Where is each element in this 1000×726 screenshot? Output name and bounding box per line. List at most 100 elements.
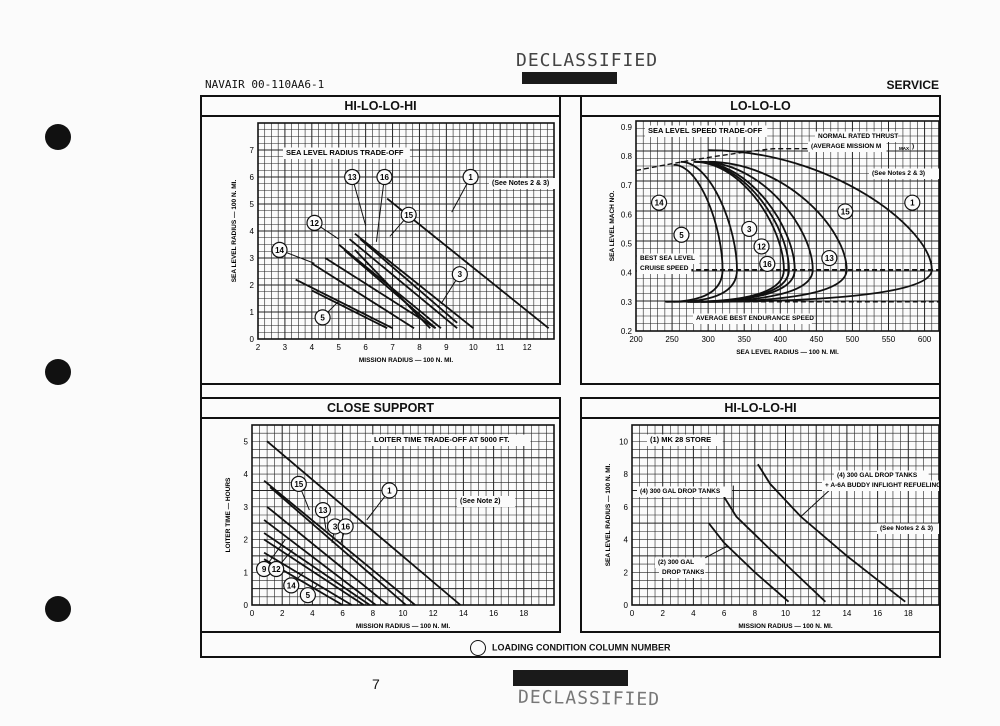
callout-label: 13 <box>319 506 328 515</box>
annotation-best-sea-level: BEST SEA LEVEL <box>640 255 695 262</box>
punch-hole-bottom <box>45 596 71 622</box>
chart-note: (See Note 2) <box>460 498 500 505</box>
annotation-average-mission-bg <box>808 141 887 152</box>
stray-mark: 7 <box>372 676 380 692</box>
x-tick-label: 8 <box>417 343 422 352</box>
x-tick-label: 600 <box>918 335 932 344</box>
y-tick-label: 4 <box>244 470 249 479</box>
chart-note: (See Notes 2 & 3) <box>492 180 549 187</box>
chart-inner-title-bg <box>283 147 410 159</box>
y-tick-label: 0 <box>244 601 249 610</box>
callout-circle <box>821 249 838 267</box>
x-axis-label: SEA LEVEL RADIUS — 100 N. MI. <box>736 349 839 356</box>
y-tick-label: 6 <box>624 503 629 512</box>
x-tick-label: 16 <box>489 609 498 618</box>
x-tick-label: 8 <box>753 609 758 618</box>
x-tick-label: 200 <box>629 335 643 344</box>
chart-note-bg <box>869 168 939 179</box>
x-tick-label: 12 <box>812 609 821 618</box>
annotation-endurance-bg <box>693 313 812 324</box>
callout-label: 5 <box>320 313 325 322</box>
x-tick-label: 250 <box>665 335 679 344</box>
chart-drop-tanks: 0 2 4 6 8 10 12 14 16 18 0 2 4 6 8 10 MISSION RADIUS — 1… <box>605 424 939 630</box>
y-tick-label: 10 <box>619 437 628 446</box>
series-line <box>686 160 785 303</box>
punch-hole-middle <box>45 359 71 385</box>
x-tick-label: 3 <box>283 343 288 352</box>
annotation-best-sea-level-bg <box>637 253 700 264</box>
callout-circle <box>673 226 690 243</box>
y-axis-label: SEA LEVEL RADIUS — 100 N. MI. <box>605 464 612 567</box>
x-tick-label: 10 <box>399 609 408 618</box>
callout-label: 16 <box>341 522 350 531</box>
redaction-bar-bottom <box>513 670 628 686</box>
y-tick-label: 0.9 <box>621 123 633 132</box>
y-axis-label: LOITER TIME — HOURS <box>225 477 232 552</box>
x-tick-label: 450 <box>810 335 824 344</box>
series-line <box>354 232 474 329</box>
x-axis-label: MISSION RADIUS — 100 N. MI. <box>738 623 832 630</box>
chart-inner-title: SEA LEVEL RADIUS TRADE-OFF <box>286 148 404 157</box>
document-number: NAVAIR 00-110AA6-1 <box>205 78 325 91</box>
x-tick-label: 0 <box>630 609 635 618</box>
annotation-two-tanks-bg <box>655 557 706 568</box>
redaction-bar-top <box>522 72 617 84</box>
chart-note: (See Notes 2 & 3) <box>872 170 925 177</box>
declassified-stamp-top: DECLASSIFIED <box>516 50 659 71</box>
x-tick-label: 4 <box>691 609 696 618</box>
chart-note-bg <box>489 178 559 189</box>
y-tick-label: 1 <box>244 568 249 577</box>
punch-hole-top <box>45 124 71 150</box>
callout-circle <box>299 587 316 604</box>
callout-label: 12 <box>757 242 766 251</box>
series-line <box>708 522 790 603</box>
y-tick-label: 2 <box>244 536 249 545</box>
series-line <box>311 289 388 330</box>
annotation-four-tanks-bg <box>637 486 732 497</box>
y-axis-label: SEA LEVEL RADIUS — 100 N. MI. <box>231 180 238 283</box>
y-tick-label: 0.7 <box>621 181 633 190</box>
x-tick-label: 6 <box>363 343 368 352</box>
callout-label: 1 <box>387 486 392 495</box>
series-line <box>311 262 415 329</box>
callout-label: 3 <box>747 225 752 234</box>
x-axis-label: MISSION RADIUS — 100 N. MI. <box>359 357 453 364</box>
y-tick-label: 5 <box>250 200 255 209</box>
callout-label: 3 <box>458 270 463 279</box>
callout-label: 12 <box>310 219 319 228</box>
annotation-four-tanks-buddy-bg <box>834 470 929 481</box>
callout-circle <box>753 238 770 255</box>
series-line <box>263 519 377 606</box>
legend-circle-icon <box>470 640 486 656</box>
annotation-mmax-subscript: MAX <box>899 146 909 151</box>
x-tick-label: 2 <box>280 609 285 618</box>
x-tick-label: 8 <box>371 609 376 618</box>
callout-circle <box>741 220 758 238</box>
y-tick-label: 0.8 <box>621 152 633 161</box>
x-tick-label: 4 <box>310 343 315 352</box>
annotation-cruise-speed: CRUISE SPEED <box>640 265 689 272</box>
y-tick-label: 2 <box>250 281 255 290</box>
callout-label: 3 <box>333 522 338 531</box>
annotation-buddy-refueling-bg <box>822 480 939 491</box>
series-line <box>687 160 790 303</box>
plot-border <box>251 424 555 606</box>
callout-circle <box>306 214 323 232</box>
callout-circle <box>271 241 288 258</box>
x-tick-label: 0 <box>250 609 255 618</box>
annotation-close-paren: ) <box>912 143 914 150</box>
callout-circle <box>381 482 398 499</box>
series-line <box>723 496 827 603</box>
panel-title: LO-LO-LO <box>582 97 939 117</box>
callout-label: 14 <box>287 581 296 590</box>
chart-inner-title-bg <box>647 434 723 446</box>
series-line <box>348 238 458 329</box>
callout-label: 13 <box>348 173 357 182</box>
annotation-drop-tanks: DROP TANKS <box>662 569 705 576</box>
series-line <box>269 486 407 606</box>
panel-title: HI-LO-LO-HI <box>582 399 939 419</box>
callout-label: 1 <box>910 199 915 208</box>
x-tick-label: 9 <box>444 343 449 352</box>
callout-label: 16 <box>763 260 772 269</box>
